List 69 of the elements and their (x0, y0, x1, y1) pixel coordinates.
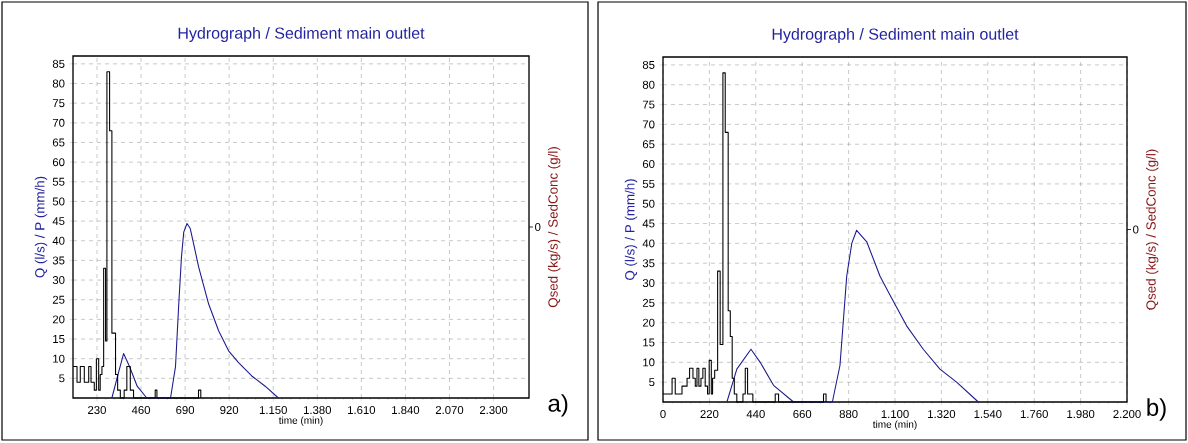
x-tick-label: 2.200 (1113, 410, 1141, 419)
text: a) (548, 394, 568, 417)
x-tick-label: 1.840 (392, 406, 420, 415)
text: b) (1147, 398, 1166, 421)
x-tick-label: 880 (839, 410, 858, 419)
y-tick-label: 85 (642, 60, 655, 69)
y-tick-label: 35 (52, 256, 65, 265)
chart-title: Hydrograph / Sediment main outlet (178, 27, 425, 42)
x-tick-label: 1.380 (303, 406, 332, 415)
x-tick-label: 690 (176, 406, 195, 415)
y-tick-label: 65 (642, 140, 655, 149)
y-tick-label: 15 (53, 335, 65, 343)
y-tick-label: 40 (52, 236, 65, 245)
y-tick-label: 70 (642, 120, 655, 129)
x-tick-label: 1.150 (259, 406, 287, 415)
x-tick-label: 0 (660, 410, 666, 419)
text: 0 (535, 223, 541, 232)
line-series (726, 229, 979, 403)
y-tick-label: 5 (59, 374, 65, 383)
y-tick-label: 75 (642, 100, 655, 109)
text: 0 (1133, 225, 1139, 234)
y-tick-label: 30 (642, 279, 655, 288)
x-axis-title: time (min) (872, 420, 917, 430)
y-tick-label: 70 (52, 118, 65, 127)
y-tick-label: 85 (52, 59, 65, 68)
y-tick-label: 80 (52, 79, 65, 88)
y-tick-label: 10 (53, 354, 65, 363)
y-tick-label: 5 (649, 378, 655, 387)
chart-title: Hydrograph / Sediment main outlet (772, 28, 1019, 43)
x-tick-label: 1.760 (1020, 410, 1048, 419)
y-tick-label: 60 (52, 158, 65, 167)
y-tick-label: 45 (642, 219, 655, 228)
y-tick-label: 20 (642, 318, 655, 327)
x-tick-label: 660 (793, 410, 812, 419)
y-tick-label: 55 (642, 179, 655, 188)
x-tick-label: 230 (88, 406, 106, 415)
x-axis-title: time (min) (278, 416, 323, 426)
text: Qsed (kg/s) / SedConc (g/l) (547, 147, 561, 308)
y-tick-label: 25 (52, 295, 65, 304)
y-tick-label: 45 (52, 217, 65, 226)
x-tick-label: 920 (220, 406, 239, 415)
y-tick-label: 55 (52, 177, 65, 186)
x-tick-label: 220 (700, 410, 719, 419)
x-tick-label: 1.540 (974, 410, 1002, 419)
y-tick-label: 30 (52, 276, 65, 285)
y-tick-label: 75 (52, 99, 65, 108)
x-tick-label: 1.320 (928, 410, 956, 419)
text: Qsed (kg/s) / SedConc (g/l) (1145, 149, 1159, 310)
y-tick-label: 15 (643, 338, 655, 347)
y-tick-label: 40 (642, 239, 655, 248)
y-axis-title: Q (l/s) / P (mm/h) (34, 176, 48, 278)
y-tick-label: 25 (642, 298, 655, 307)
x-tick-label: 2.300 (479, 406, 508, 415)
y-tick-label: 80 (642, 80, 655, 89)
y-tick-label: 35 (642, 259, 655, 268)
y-tick-label: 60 (642, 160, 655, 169)
x-tick-label: 1.610 (348, 406, 376, 415)
y-tick-label: 50 (52, 197, 65, 206)
x-tick-label: 460 (131, 406, 151, 415)
x-tick-label: 1.100 (881, 410, 909, 419)
line-series (111, 222, 279, 399)
x-tick-label: 2.070 (435, 406, 464, 415)
y-tick-label: 20 (52, 315, 65, 324)
y-tick-label: 10 (643, 358, 655, 367)
y-axis-title: Q (l/s) / P (mm/h) (624, 179, 638, 280)
y-tick-label: 65 (52, 138, 65, 147)
x-tick-label: 1.980 (1067, 410, 1095, 419)
y-tick-label: 50 (642, 199, 655, 208)
x-tick-label: 440 (746, 410, 765, 419)
